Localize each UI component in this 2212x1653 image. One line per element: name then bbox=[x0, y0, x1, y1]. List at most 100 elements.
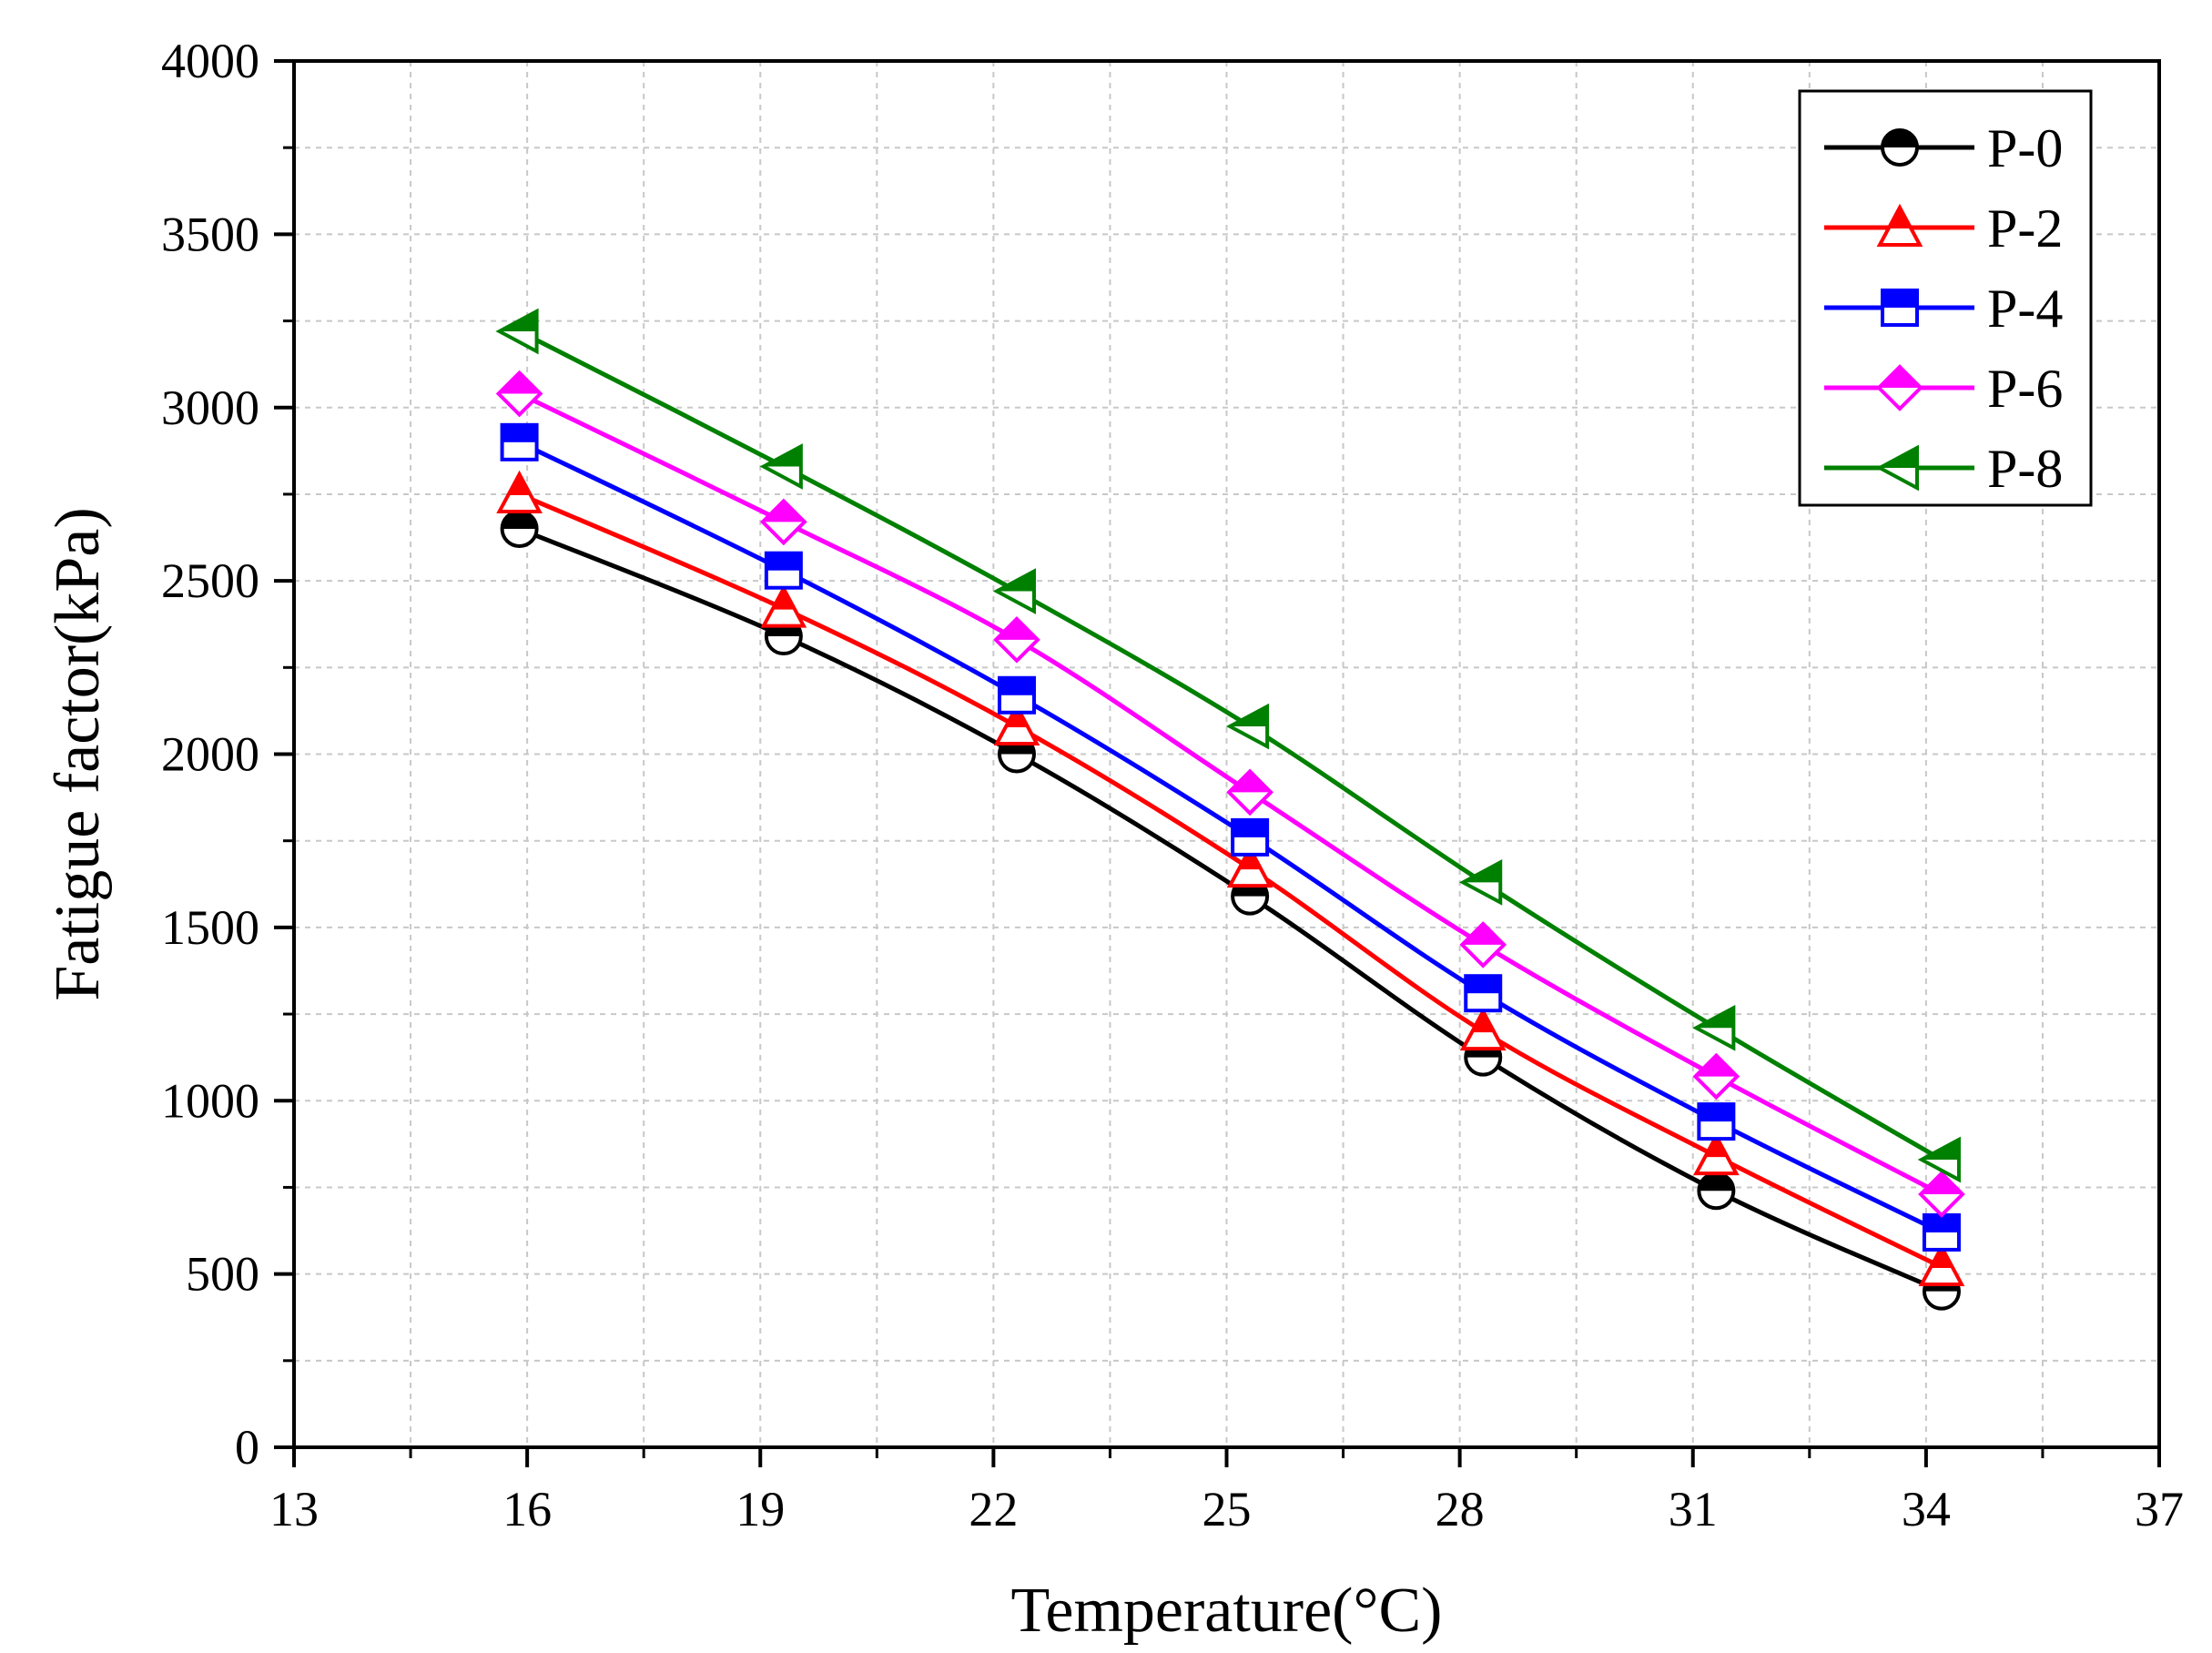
marker-fill bbox=[1699, 1104, 1734, 1122]
marker-fill bbox=[763, 446, 801, 467]
marker-fill bbox=[1696, 1008, 1734, 1029]
data-point-p-0 bbox=[500, 510, 539, 549]
y-tick-label: 1000 bbox=[161, 1073, 259, 1128]
x-tick-label: 22 bbox=[969, 1482, 1018, 1536]
data-point-p-8 bbox=[759, 443, 803, 490]
legend-item-p-0: P-0 bbox=[1824, 118, 2063, 178]
data-point-p-4 bbox=[997, 675, 1036, 715]
data-point-p-2 bbox=[1459, 1007, 1507, 1051]
data-point-p-2 bbox=[993, 702, 1040, 746]
y-tick-label: 0 bbox=[235, 1420, 259, 1475]
marker-fill bbox=[499, 310, 537, 331]
plot-frame bbox=[292, 59, 2161, 1449]
legend-item-p-4: P-4 bbox=[1824, 279, 2063, 339]
data-point-p-2 bbox=[1918, 1242, 1965, 1287]
legend-label-p-2: P-2 bbox=[1987, 198, 2063, 259]
data-point-p-6 bbox=[1226, 768, 1273, 816]
legend-marker-p-0 bbox=[1881, 128, 1919, 167]
data-point-p-0 bbox=[1697, 1171, 1736, 1211]
y-tick-label: 1500 bbox=[161, 900, 259, 955]
data-point-p-4 bbox=[500, 422, 539, 461]
marker-fill bbox=[1463, 862, 1501, 883]
y-tick-label: 3500 bbox=[161, 207, 259, 261]
marker-fill bbox=[502, 512, 537, 530]
marker-fill bbox=[1230, 706, 1268, 727]
series-group bbox=[495, 308, 1965, 1311]
marker-fill bbox=[995, 618, 1038, 640]
marker-fill bbox=[999, 677, 1034, 695]
legend-marker-p-2 bbox=[1876, 203, 1923, 247]
data-point-p-4 bbox=[1464, 974, 1503, 1013]
data-point-p-8 bbox=[1225, 703, 1270, 750]
data-point-p-6 bbox=[1918, 1171, 1965, 1218]
legend-label-p-4: P-4 bbox=[1987, 279, 2063, 339]
marker-fill bbox=[1462, 923, 1505, 945]
marker-fill bbox=[1923, 1214, 1959, 1232]
marker-fill bbox=[1473, 1011, 1494, 1033]
axis-ticks bbox=[274, 59, 2161, 1467]
x-tick-label: 16 bbox=[502, 1482, 552, 1536]
marker-fill bbox=[1240, 848, 1261, 870]
marker-fill bbox=[1233, 819, 1268, 837]
data-point-p-4 bbox=[1697, 1102, 1736, 1141]
legend-label-p-8: P-8 bbox=[1987, 439, 2063, 499]
data-point-p-4 bbox=[1231, 817, 1270, 857]
data-point-p-8 bbox=[1917, 1136, 1961, 1183]
y-tick-label: 4000 bbox=[161, 34, 259, 88]
legend-box bbox=[1798, 89, 2093, 507]
data-point-p-6 bbox=[495, 370, 543, 418]
data-point-p-2 bbox=[496, 470, 543, 513]
marker-fill bbox=[1880, 448, 1917, 468]
y-tick-label: 500 bbox=[186, 1247, 259, 1302]
marker-fill bbox=[498, 372, 541, 394]
legend-label-p-0: P-0 bbox=[1987, 118, 2063, 178]
data-point-p-6 bbox=[993, 616, 1040, 664]
x-tick-label: 25 bbox=[1202, 1482, 1252, 1536]
marker-fill bbox=[762, 501, 805, 522]
marker-fill bbox=[1931, 1247, 1952, 1269]
data-point-p-8 bbox=[1692, 1004, 1736, 1051]
series-p-6 bbox=[495, 370, 1965, 1218]
marker-fill bbox=[1882, 290, 1917, 308]
legend-item-p-8: P-8 bbox=[1824, 439, 2063, 499]
y-tick-label: 2000 bbox=[161, 727, 259, 782]
legend-marker-p-6 bbox=[1876, 364, 1923, 411]
y-tick-label: 2500 bbox=[161, 553, 259, 608]
legend: P-0 P-2 P-4 P-6 P-8 bbox=[1798, 89, 2093, 507]
data-point-p-2 bbox=[760, 584, 807, 628]
x-tick-label: 28 bbox=[1436, 1482, 1485, 1536]
marker-fill bbox=[1695, 1055, 1738, 1077]
x-tick-label: 34 bbox=[1902, 1482, 1951, 1536]
legend-marker-p-4 bbox=[1881, 289, 1919, 327]
marker-fill bbox=[1890, 208, 1910, 228]
data-point-p-6 bbox=[1459, 921, 1507, 968]
data-point-p-2 bbox=[1226, 844, 1273, 888]
marker-fill bbox=[1466, 976, 1501, 994]
series-p-2 bbox=[496, 470, 1965, 1287]
marker-fill bbox=[996, 571, 1034, 592]
x-tick-label: 13 bbox=[269, 1482, 319, 1536]
marker-fill bbox=[1920, 1173, 1963, 1195]
series-p-0 bbox=[500, 510, 1961, 1311]
marker-fill bbox=[773, 588, 794, 610]
data-point-p-8 bbox=[992, 568, 1036, 614]
x-tick-label: 37 bbox=[2135, 1482, 2184, 1536]
marker-fill bbox=[766, 553, 801, 571]
data-point-p-2 bbox=[1693, 1131, 1740, 1176]
marker-fill bbox=[1229, 771, 1272, 793]
x-axis-title: Temperature(°C) bbox=[1011, 1576, 1443, 1646]
data-point-p-4 bbox=[764, 551, 803, 590]
marker-fill bbox=[502, 424, 537, 442]
data-point-p-4 bbox=[1922, 1212, 1961, 1252]
marker-fill bbox=[1879, 367, 1921, 388]
data-point-p-6 bbox=[1692, 1052, 1740, 1100]
legend-marker-p-8 bbox=[1875, 444, 1919, 492]
marker-fill bbox=[1921, 1139, 1959, 1160]
legend-label-p-6: P-6 bbox=[1987, 359, 2063, 419]
y-axis-title: Fatigue factor(kPa) bbox=[43, 507, 113, 1000]
series-line-p-2 bbox=[518, 492, 1943, 1270]
series-p-4 bbox=[500, 422, 1961, 1252]
tick-labels: 13 16 19 22 25 28 31 34 37 0 500 1000 1500 2000 2500 30… bbox=[161, 34, 2184, 1536]
y-tick-label: 3000 bbox=[161, 380, 259, 435]
